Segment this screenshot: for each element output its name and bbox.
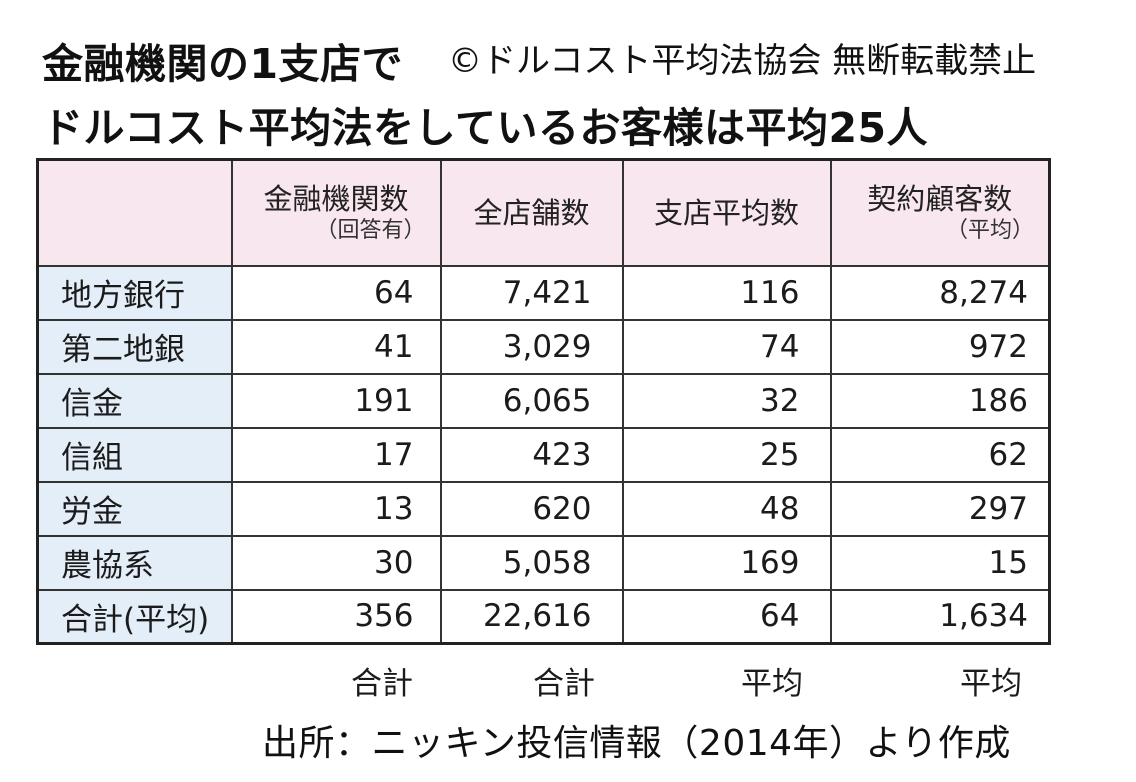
cell-branches: 423	[439, 426, 624, 483]
cell-branch-average: 25	[621, 426, 832, 483]
cell-branches: 6,065	[439, 372, 624, 429]
cell-branches: 3,029	[439, 318, 624, 375]
row-label: 信組	[36, 426, 233, 483]
cell-branch-average: 32	[621, 372, 832, 429]
cell-customers: 8,274	[829, 264, 1051, 321]
header-label: 全店舗数	[473, 195, 590, 230]
table-row: 信組 17 423 25 62	[36, 426, 1051, 483]
title-line-1: 金融機関の1支店で	[42, 40, 404, 88]
table-row: 農協系 30 5,058 169 15	[36, 534, 1051, 591]
row-label: 合計(平均)	[36, 588, 233, 645]
cell-institutions: 191	[230, 372, 442, 429]
table-row: 労金 13 620 48 297	[36, 480, 1051, 537]
header-branch-average: 支店平均数	[621, 158, 832, 267]
footer-note-customers: 平均	[960, 666, 1022, 702]
cell-customers: 1,634	[829, 588, 1051, 645]
cell-branches: 5,058	[439, 534, 624, 591]
cell-institutions: 64	[230, 264, 442, 321]
row-label: 労金	[36, 480, 233, 537]
copyright-notice: ©ドルコスト平均法協会 無断転載禁止	[448, 41, 1037, 81]
footer-note-branch-average: 平均	[741, 666, 803, 702]
table-row-total: 合計(平均) 356 22,616 64 1,634	[36, 588, 1051, 645]
header-contract-customers: 契約顧客数 （平均）	[829, 158, 1051, 267]
cell-institutions: 13	[230, 480, 442, 537]
cell-customers: 972	[829, 318, 1051, 375]
table-row: 第二地銀 41 3,029 74 972	[36, 318, 1051, 375]
cell-institutions: 356	[230, 588, 442, 645]
cell-institutions: 17	[230, 426, 442, 483]
header-label: 契約顧客数	[867, 181, 1013, 216]
cell-institutions: 41	[230, 318, 442, 375]
table-row: 地方銀行 64 7,421 116 8,274	[36, 264, 1051, 321]
statistics-table: 金融機関数 （回答有） 全店舗数 支店平均数 契約顧客数 （平均） 地方銀行 6…	[36, 158, 1051, 645]
header-label: 金融機関数	[263, 181, 409, 216]
cell-branch-average: 64	[621, 588, 832, 645]
cell-customers: 62	[829, 426, 1051, 483]
source-note: 出所：ニッキン投信情報（2014年）より作成	[262, 723, 1011, 764]
footer-note-branches: 合計	[533, 666, 595, 702]
cell-branches: 22,616	[439, 588, 624, 645]
table-row: 信金 191 6,065 32 186	[36, 372, 1051, 429]
cell-customers: 186	[829, 372, 1051, 429]
cell-branches: 620	[439, 480, 624, 537]
cell-branch-average: 116	[621, 264, 832, 321]
cell-branches: 7,421	[439, 264, 624, 321]
table-header-row: 金融機関数 （回答有） 全店舗数 支店平均数 契約顧客数 （平均）	[36, 158, 1051, 267]
title-line-2: ドルコスト平均法をしているお客様は平均25人	[42, 104, 929, 152]
header-corner-cell	[36, 158, 233, 267]
row-label: 信金	[36, 372, 233, 429]
footer-note-institutions: 合計	[351, 666, 413, 702]
header-sublabel: （平均）	[945, 217, 1034, 243]
row-label: 農協系	[36, 534, 233, 591]
row-label: 第二地銀	[36, 318, 233, 375]
header-sublabel: （回答有）	[315, 217, 426, 243]
cell-customers: 15	[829, 534, 1051, 591]
cell-branch-average: 74	[621, 318, 832, 375]
header-total-branches: 全店舗数	[439, 158, 624, 267]
cell-institutions: 30	[230, 534, 442, 591]
header-institution-count: 金融機関数 （回答有）	[230, 158, 442, 267]
cell-branch-average: 169	[621, 534, 832, 591]
header-label: 支店平均数	[653, 195, 799, 230]
cell-branch-average: 48	[621, 480, 832, 537]
cell-customers: 297	[829, 480, 1051, 537]
row-label: 地方銀行	[36, 264, 233, 321]
